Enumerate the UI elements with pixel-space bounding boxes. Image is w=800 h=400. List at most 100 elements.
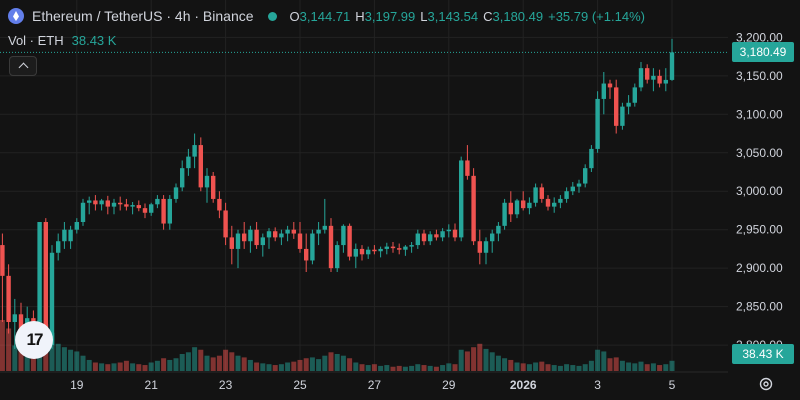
volume-bar xyxy=(148,362,154,371)
y-tick-label: 3,150.00 xyxy=(736,69,783,83)
symbol-legend: Ethereum / TetherUS · 4h · Binance O 3,14… xyxy=(8,8,645,24)
gear-icon[interactable] xyxy=(758,376,774,392)
volume-bar xyxy=(576,365,582,371)
volume-bar xyxy=(409,365,415,371)
candle-body xyxy=(285,229,290,234)
chevron-up-icon[interactable] xyxy=(9,56,37,76)
volume-bar xyxy=(30,355,36,371)
candle-body xyxy=(669,52,675,80)
volume-bar xyxy=(216,355,222,371)
candle-body xyxy=(124,204,129,207)
volume-bar xyxy=(74,351,80,371)
volume-bar xyxy=(285,362,291,371)
candle-body xyxy=(558,198,563,203)
symbol-title[interactable]: Ethereum / TetherUS · 4h · Binance xyxy=(32,8,254,24)
candle-body xyxy=(56,241,61,253)
candle-body xyxy=(18,314,24,330)
candle-body xyxy=(12,314,17,322)
candle-body xyxy=(508,202,513,215)
volume-bar xyxy=(309,357,315,371)
candle-body xyxy=(614,87,619,126)
candle-body xyxy=(638,68,644,88)
volume-bar xyxy=(68,349,74,371)
candle-body xyxy=(118,202,123,205)
volume-bar xyxy=(371,364,377,371)
candle-body xyxy=(583,168,588,184)
x-tick-label: 3 xyxy=(594,378,601,392)
candle-body xyxy=(496,225,501,234)
candle-body xyxy=(304,248,309,261)
candle-body xyxy=(409,245,414,247)
volume-bar xyxy=(452,364,458,371)
y-tick-label: 2,850.00 xyxy=(736,300,783,314)
volume-bar xyxy=(626,362,632,371)
volume-bar xyxy=(508,359,514,371)
volume-bar xyxy=(161,358,167,371)
candle-body xyxy=(502,202,507,226)
x-tick-label: 23 xyxy=(219,378,233,392)
candle-body xyxy=(366,249,371,255)
volume-bar xyxy=(458,349,464,371)
candle-body xyxy=(545,198,551,207)
candle-body xyxy=(198,145,203,188)
candle-body xyxy=(459,160,464,238)
volume-bar xyxy=(570,365,576,371)
volume-bar xyxy=(111,363,117,371)
volume-bar xyxy=(12,345,18,371)
volume-bar xyxy=(173,358,179,371)
candle-body xyxy=(223,210,228,238)
volume-bar xyxy=(142,365,148,371)
volume-bar xyxy=(582,364,588,371)
candle-body xyxy=(428,234,433,242)
candle-body xyxy=(626,102,631,107)
volume-bar xyxy=(588,360,594,371)
volume-bar xyxy=(80,355,86,371)
volume-bar xyxy=(291,361,297,371)
volume-bar xyxy=(254,362,260,371)
x-tick-label: 5 xyxy=(669,378,676,392)
volume-label[interactable]: Vol · ETH xyxy=(8,33,64,48)
candle-body xyxy=(322,225,327,230)
candle-body xyxy=(87,200,92,203)
x-tick-label: 29 xyxy=(442,378,456,392)
volume-bar xyxy=(502,358,508,371)
candle-body xyxy=(564,191,569,199)
volume-bar xyxy=(198,349,204,371)
candle-body xyxy=(149,204,154,213)
candle-body xyxy=(273,231,278,238)
volume-bar xyxy=(632,363,638,371)
volume-bar xyxy=(223,349,229,371)
candle-body xyxy=(539,187,544,199)
candle-body xyxy=(421,233,427,242)
volume-bar xyxy=(365,365,371,371)
candle-body xyxy=(217,198,222,211)
volume-bar xyxy=(489,352,495,371)
candle-body xyxy=(235,233,241,249)
candle-body xyxy=(397,248,402,250)
candle-body xyxy=(0,245,5,276)
candle-body xyxy=(142,208,148,213)
volume-bar xyxy=(595,349,601,371)
volume-bar xyxy=(601,351,607,371)
volume-bar xyxy=(192,347,198,371)
candle-body xyxy=(552,202,557,207)
high-value: 3,197.99 xyxy=(364,8,416,24)
volume-bar xyxy=(520,363,526,371)
volume-bar xyxy=(353,362,359,371)
candle-body xyxy=(372,249,377,252)
volume-bar xyxy=(99,363,105,371)
volume-bar xyxy=(210,357,216,371)
candle-body xyxy=(570,186,575,192)
volume-bar xyxy=(24,354,30,371)
candle-body xyxy=(186,156,191,169)
volume-bar xyxy=(322,355,328,371)
y-tick-label: 3,050.00 xyxy=(736,146,783,160)
volume-bar xyxy=(229,352,235,371)
x-tick-label: 27 xyxy=(368,378,382,392)
open-label: O xyxy=(289,8,300,24)
volume-bar xyxy=(204,355,210,371)
volume-bar xyxy=(663,364,669,371)
tradingview-logo-icon[interactable]: 17 xyxy=(15,321,53,359)
